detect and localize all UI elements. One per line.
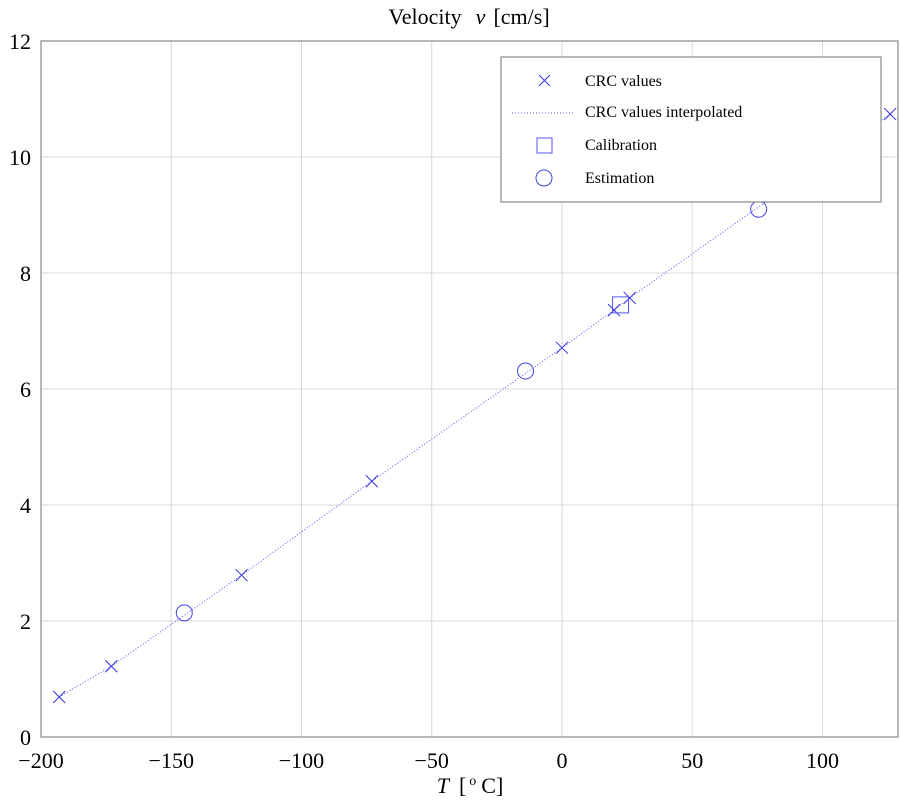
tick-labels: −200 −150 −100 −50 0 50 100 0 2 4 6 8 10 12 xyxy=(9,29,839,773)
crc-point xyxy=(235,568,248,582)
legend-marker-calibration xyxy=(536,137,553,154)
legend-box xyxy=(500,56,882,203)
legend-label-crc: CRC values xyxy=(585,73,662,90)
estimation-point xyxy=(175,604,193,622)
y-tick-label: 12 xyxy=(9,29,31,54)
series-layer xyxy=(52,107,897,704)
crc-point-stroke xyxy=(607,303,621,317)
x-tick-label: 0 xyxy=(556,748,567,773)
crc-point-stroke xyxy=(104,659,118,673)
estimation-point xyxy=(750,200,768,218)
crc-point-stroke xyxy=(883,107,897,121)
y-tick-label: 0 xyxy=(20,725,31,750)
y-tick-label: 2 xyxy=(20,609,31,634)
crc-point-stroke xyxy=(52,690,66,704)
crc-point-stroke xyxy=(623,291,637,305)
x-tick-label: −150 xyxy=(149,748,194,773)
crc-point xyxy=(555,341,569,355)
chart-title: Velocity v [cm/s] xyxy=(388,4,549,29)
y-tick-label: 10 xyxy=(9,145,31,170)
x-tick-label: −200 xyxy=(18,748,63,773)
legend-label-calibration: Calibration xyxy=(585,137,657,154)
crc-point-stroke xyxy=(235,568,248,582)
plot-frame xyxy=(40,40,899,738)
crc-point xyxy=(883,107,897,121)
x-tick-label: 100 xyxy=(806,748,839,773)
legend-label-interp: CRC values interpolated xyxy=(585,104,742,121)
crc-point xyxy=(365,474,379,488)
x-tick-label: 50 xyxy=(681,748,703,773)
legend-label-estimation: Estimation xyxy=(585,170,654,187)
crc-point xyxy=(607,303,621,317)
calibration-point xyxy=(612,296,630,314)
legend-marker-estimation xyxy=(535,169,553,187)
legend-marker-crc xyxy=(538,74,551,87)
y-tick-label: 6 xyxy=(20,377,31,402)
legend: CRC values CRC values interpolated Calib… xyxy=(500,56,882,203)
crc-point xyxy=(104,659,118,673)
y-tick-label: 8 xyxy=(20,261,31,286)
x-tick-label: −100 xyxy=(279,748,324,773)
x-axis-label: T[o C] xyxy=(437,773,504,798)
crc-point-stroke xyxy=(365,474,379,488)
estimation-point xyxy=(517,362,535,380)
y-tick-label: 4 xyxy=(20,493,31,518)
x-tick-label: −50 xyxy=(415,748,449,773)
crc-point-stroke xyxy=(555,341,569,355)
crc-point xyxy=(623,291,637,305)
crc-point xyxy=(52,690,66,704)
